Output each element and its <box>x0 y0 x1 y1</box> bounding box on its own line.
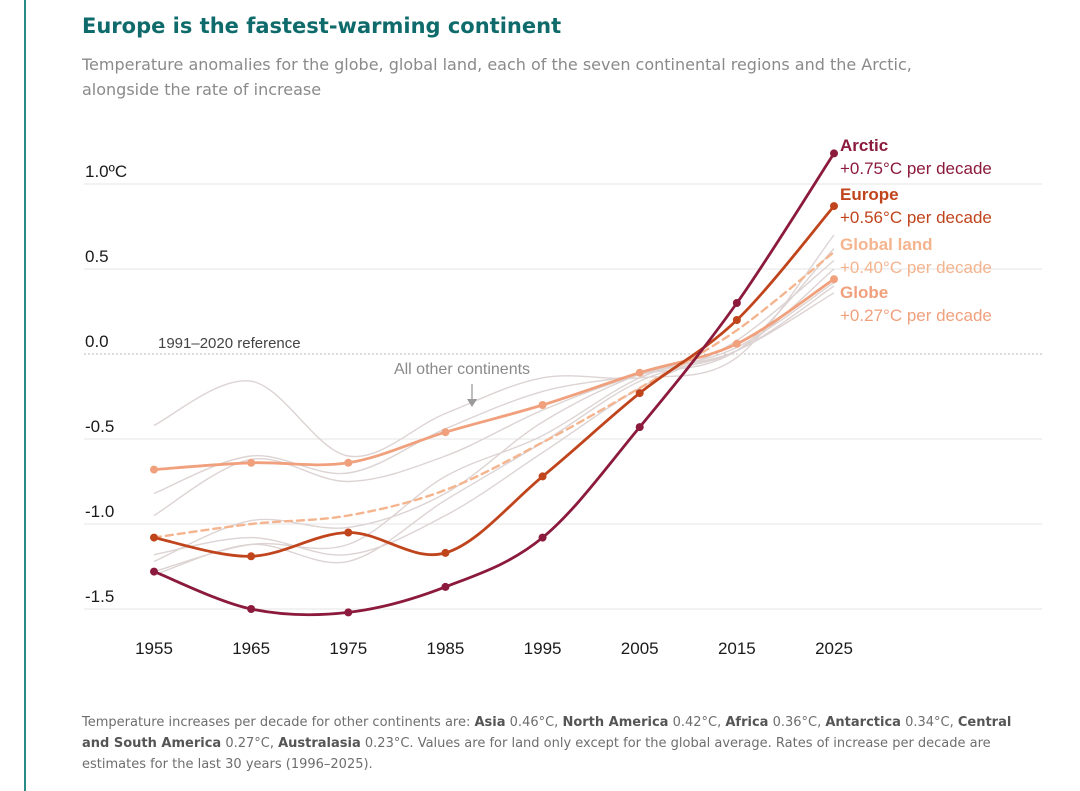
x-tick-label: 2025 <box>815 639 853 658</box>
series-label-rate: +0.75°C per decade <box>840 159 992 178</box>
other-continent-line <box>153 268 835 517</box>
series-label-name: Global land <box>840 235 933 254</box>
x-tick-label: 1995 <box>524 639 562 658</box>
other-continent-line <box>153 282 835 573</box>
data-point <box>441 582 450 591</box>
series-label-name: Globe <box>840 283 888 302</box>
other-continent-line <box>153 292 835 576</box>
footnote-asia-value: 0.46°C, <box>505 715 563 730</box>
footnote-australasia-value: 0.23°C. <box>360 736 418 751</box>
footnote-central-south-america: Central and South America <box>82 715 1012 751</box>
series-label-name: Europe <box>840 185 899 204</box>
chart-labels: 1.0ºC 0.5 0.0 -0.5 -1.0 -1.5 1955 1965 1975 1985 1… <box>85 136 992 658</box>
data-point <box>732 316 741 324</box>
data-point <box>344 458 353 467</box>
footnote-africa-value: 0.36°C, <box>768 715 826 730</box>
data-point <box>150 465 158 474</box>
series-label-rate: +0.27°C per decade <box>840 306 992 325</box>
footnote-intro: Temperature increases per decade for oth… <box>82 715 475 730</box>
series-line-globe <box>152 277 836 471</box>
data-point <box>635 389 644 398</box>
left-accent-rule <box>24 0 26 791</box>
footnote-asia: Asia <box>474 715 506 730</box>
data-point <box>150 533 158 542</box>
footnote-australasia: Australasia <box>278 736 361 751</box>
x-tick-label: 2015 <box>718 639 756 658</box>
y-tick-label: -1.5 <box>85 587 114 606</box>
chart-subtitle: Temperature anomalies for the globe, glo… <box>82 55 912 99</box>
data-point <box>830 149 838 158</box>
footnote-antarctica: Antarctica <box>825 715 901 730</box>
data-point <box>635 423 644 432</box>
data-point <box>150 567 158 576</box>
series-label-name: Arctic <box>840 136 888 155</box>
data-point <box>635 368 644 377</box>
other-continents-label: All other continents <box>394 361 530 378</box>
series-line-arctic <box>152 152 836 617</box>
y-tick-label: 1.0ºC <box>85 162 127 181</box>
reference-label: 1991–2020 reference <box>158 335 301 352</box>
data-point <box>344 528 353 537</box>
x-tick-label: 1985 <box>427 639 465 658</box>
data-point <box>441 428 450 437</box>
series-label-rate: +0.40°C per decade <box>840 258 992 277</box>
chart-title: Europe is the fastest-warming continent <box>82 14 562 38</box>
y-tick-label: -0.5 <box>85 417 114 436</box>
data-point <box>830 275 838 284</box>
footnote-africa: Africa <box>725 715 769 730</box>
y-tick-label: 0.5 <box>85 247 109 266</box>
footnote-north-america: North America <box>562 715 669 730</box>
x-tick-label: 1965 <box>232 639 270 658</box>
footnote-north-america-value: 0.42°C, <box>668 715 726 730</box>
data-point <box>538 472 547 481</box>
footnote: Temperature increases per decade for oth… <box>82 712 1012 775</box>
data-point <box>732 339 741 348</box>
data-point <box>344 608 353 617</box>
x-tick-label: 1975 <box>329 639 367 658</box>
other-continent-line <box>153 259 835 556</box>
data-point <box>247 605 256 613</box>
series-label-rate: +0.56°C per decade <box>840 208 992 227</box>
footnote-central-south-america-value: 0.27°C, <box>221 736 279 751</box>
x-tick-label: 2005 <box>621 639 659 658</box>
footnote-antarctica-value: 0.34°C, <box>900 715 958 730</box>
y-tick-label: 0.0 <box>85 332 109 351</box>
data-point <box>538 533 547 542</box>
other-continent-line <box>153 234 835 458</box>
data-point <box>732 299 741 307</box>
data-point <box>441 548 450 557</box>
highlighted-series <box>150 149 838 617</box>
footnote-outro: Values are for land only except for the … <box>82 736 991 772</box>
other-continents-lines <box>153 234 835 576</box>
data-point <box>247 458 256 467</box>
series-line-global-land <box>152 250 836 539</box>
y-tick-label: -1.0 <box>85 502 114 521</box>
data-point <box>538 401 547 409</box>
data-point <box>830 202 838 211</box>
data-point <box>247 552 256 561</box>
annotation-arrow-head <box>467 399 477 407</box>
series-line-europe <box>152 204 836 558</box>
x-tick-label: 1955 <box>135 639 173 658</box>
